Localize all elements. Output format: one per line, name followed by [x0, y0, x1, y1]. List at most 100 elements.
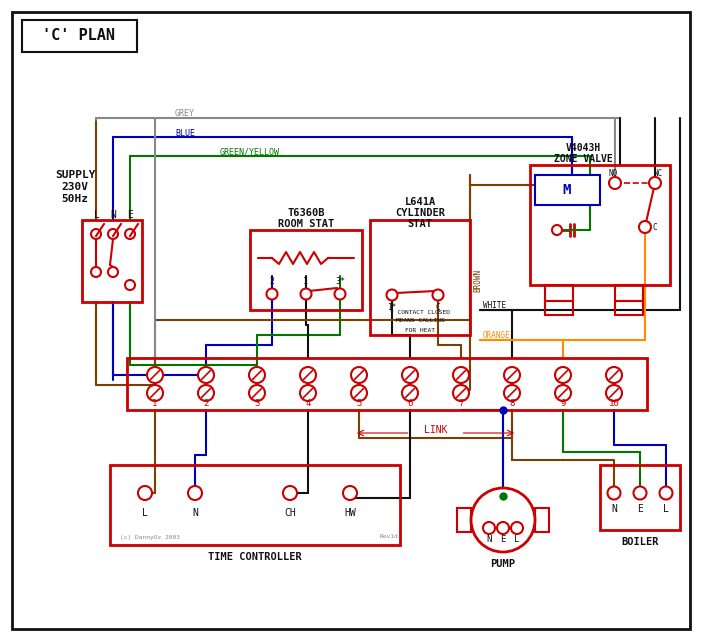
Bar — [82, 220, 142, 302]
Text: N: N — [110, 210, 116, 220]
Text: C: C — [653, 222, 657, 231]
Text: ZONE VALVE: ZONE VALVE — [554, 154, 612, 164]
Circle shape — [402, 385, 418, 401]
Text: BLUE: BLUE — [175, 128, 195, 138]
Circle shape — [91, 229, 101, 239]
Bar — [615, 285, 643, 301]
Text: V4043H: V4043H — [565, 143, 601, 153]
Text: PUMP: PUMP — [491, 559, 515, 569]
Circle shape — [633, 487, 647, 499]
Text: E: E — [127, 210, 133, 220]
Circle shape — [649, 177, 661, 189]
Circle shape — [249, 385, 265, 401]
Bar — [600, 465, 680, 530]
Circle shape — [125, 280, 135, 290]
Circle shape — [91, 267, 101, 277]
Text: GREY: GREY — [175, 110, 195, 119]
Bar — [127, 358, 647, 410]
Circle shape — [511, 522, 523, 534]
Text: M: M — [563, 183, 571, 197]
Circle shape — [125, 229, 135, 239]
Bar — [545, 301, 573, 315]
Circle shape — [300, 367, 316, 383]
Text: E: E — [501, 535, 505, 544]
Circle shape — [432, 290, 444, 301]
Bar — [545, 285, 573, 301]
Circle shape — [402, 367, 418, 383]
Text: GREEN/YELLOW: GREEN/YELLOW — [220, 147, 280, 156]
Circle shape — [606, 385, 622, 401]
Text: 9: 9 — [560, 399, 566, 408]
Circle shape — [334, 288, 345, 299]
Text: 3: 3 — [254, 399, 260, 408]
Text: 3*: 3* — [335, 278, 345, 287]
Text: MEANS CALLING: MEANS CALLING — [396, 319, 444, 324]
Circle shape — [351, 367, 367, 383]
Text: TIME CONTROLLER: TIME CONTROLLER — [208, 552, 302, 562]
Text: E: E — [637, 504, 643, 514]
Bar — [370, 220, 470, 335]
Text: LINK: LINK — [424, 425, 447, 435]
Text: N: N — [192, 508, 198, 518]
Circle shape — [300, 385, 316, 401]
Circle shape — [453, 385, 469, 401]
Text: 7: 7 — [458, 399, 464, 408]
Circle shape — [659, 487, 673, 499]
Circle shape — [555, 367, 571, 383]
Circle shape — [555, 385, 571, 401]
Circle shape — [108, 229, 118, 239]
Circle shape — [198, 385, 214, 401]
Circle shape — [607, 487, 621, 499]
Circle shape — [188, 486, 202, 500]
Text: 'C' PLAN: 'C' PLAN — [43, 28, 116, 44]
Text: L641A: L641A — [404, 197, 436, 207]
Text: WHITE: WHITE — [483, 301, 506, 310]
Text: 1: 1 — [152, 399, 158, 408]
Text: T6360B: T6360B — [287, 208, 325, 218]
Text: * CONTACT CLOSED: * CONTACT CLOSED — [390, 310, 450, 315]
Text: (c) DannyOz 2003: (c) DannyOz 2003 — [120, 535, 180, 540]
Text: 6: 6 — [407, 399, 413, 408]
Circle shape — [283, 486, 297, 500]
Text: 230V: 230V — [62, 182, 88, 192]
Circle shape — [471, 488, 535, 552]
Bar — [250, 230, 362, 310]
Text: BOILER: BOILER — [621, 537, 658, 547]
Circle shape — [497, 522, 509, 534]
Text: 8: 8 — [510, 399, 515, 408]
Text: L: L — [142, 508, 148, 518]
Text: FOR HEAT: FOR HEAT — [405, 328, 435, 333]
Circle shape — [387, 290, 397, 301]
Text: C: C — [436, 303, 440, 312]
Circle shape — [138, 486, 152, 500]
Bar — [535, 175, 600, 205]
Bar — [530, 165, 670, 285]
Text: N: N — [611, 504, 617, 514]
Circle shape — [453, 367, 469, 383]
Text: L: L — [94, 210, 100, 220]
Text: STAT: STAT — [407, 219, 432, 229]
Circle shape — [267, 288, 277, 299]
Circle shape — [300, 288, 312, 299]
Circle shape — [249, 367, 265, 383]
Circle shape — [639, 221, 651, 233]
Text: 50Hz: 50Hz — [62, 194, 88, 204]
Text: ORANGE: ORANGE — [483, 331, 511, 340]
Circle shape — [606, 367, 622, 383]
Bar — [457, 508, 471, 532]
Text: 2: 2 — [204, 399, 208, 408]
Text: 1*: 1* — [388, 303, 397, 312]
Text: 1: 1 — [303, 278, 308, 287]
Text: L: L — [515, 535, 519, 544]
Circle shape — [351, 385, 367, 401]
Text: 5: 5 — [357, 399, 362, 408]
Circle shape — [504, 385, 520, 401]
Text: CH: CH — [284, 508, 296, 518]
Circle shape — [609, 177, 621, 189]
Text: NO: NO — [609, 169, 618, 178]
Circle shape — [147, 385, 163, 401]
Circle shape — [198, 367, 214, 383]
Bar — [110, 465, 400, 545]
Text: N: N — [486, 535, 491, 544]
Text: Rev1d: Rev1d — [380, 535, 399, 540]
